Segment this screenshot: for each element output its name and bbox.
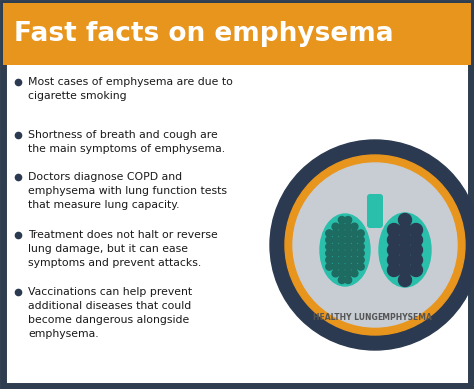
Circle shape	[338, 250, 346, 257]
Circle shape	[399, 273, 411, 287]
Circle shape	[326, 237, 333, 244]
Text: Fast facts on emphysema: Fast facts on emphysema	[14, 21, 393, 47]
Circle shape	[345, 270, 352, 277]
Text: Treatment does not halt or reverse
lung damage, but it can ease
symptoms and pre: Treatment does not halt or reverse lung …	[28, 230, 218, 268]
Circle shape	[399, 244, 411, 256]
Circle shape	[351, 263, 358, 270]
Text: Most cases of emphysema are due to
cigarette smoking: Most cases of emphysema are due to cigar…	[28, 77, 233, 101]
Circle shape	[399, 214, 411, 226]
Circle shape	[338, 230, 346, 237]
Circle shape	[410, 224, 422, 237]
Circle shape	[351, 223, 358, 230]
Circle shape	[410, 244, 422, 256]
Circle shape	[410, 233, 422, 247]
Circle shape	[332, 237, 339, 244]
Circle shape	[345, 263, 352, 270]
Circle shape	[332, 263, 339, 270]
Circle shape	[357, 256, 364, 263]
Circle shape	[332, 250, 339, 257]
Circle shape	[338, 217, 346, 224]
FancyBboxPatch shape	[3, 3, 471, 386]
Circle shape	[399, 233, 411, 247]
Circle shape	[345, 277, 352, 284]
Circle shape	[351, 243, 358, 250]
Circle shape	[357, 250, 364, 257]
Circle shape	[326, 250, 333, 257]
Circle shape	[351, 250, 358, 257]
Circle shape	[388, 244, 401, 256]
Circle shape	[345, 217, 352, 224]
Circle shape	[326, 243, 333, 250]
Circle shape	[345, 230, 352, 237]
Circle shape	[357, 230, 364, 237]
Circle shape	[351, 256, 358, 263]
Circle shape	[410, 263, 422, 277]
Circle shape	[332, 223, 339, 230]
Circle shape	[332, 243, 339, 250]
Circle shape	[285, 155, 465, 335]
Circle shape	[345, 243, 352, 250]
Circle shape	[388, 233, 401, 247]
Ellipse shape	[320, 214, 370, 286]
Circle shape	[345, 237, 352, 244]
Circle shape	[338, 237, 346, 244]
Circle shape	[326, 256, 333, 263]
Circle shape	[399, 254, 411, 266]
Text: HEALTHY LUNG: HEALTHY LUNG	[313, 313, 377, 322]
Circle shape	[399, 224, 411, 237]
Circle shape	[326, 230, 333, 237]
Circle shape	[338, 243, 346, 250]
Circle shape	[338, 256, 346, 263]
Circle shape	[357, 263, 364, 270]
Circle shape	[388, 224, 401, 237]
Circle shape	[332, 230, 339, 237]
Text: EMPHYSEMA: EMPHYSEMA	[378, 313, 432, 322]
Circle shape	[399, 263, 411, 277]
Circle shape	[332, 256, 339, 263]
Circle shape	[351, 270, 358, 277]
Circle shape	[332, 270, 339, 277]
Circle shape	[326, 263, 333, 270]
Text: Doctors diagnose COPD and
emphysema with lung function tests
that measure lung c: Doctors diagnose COPD and emphysema with…	[28, 172, 227, 210]
Circle shape	[351, 237, 358, 244]
Circle shape	[345, 223, 352, 230]
Circle shape	[351, 230, 358, 237]
Circle shape	[357, 237, 364, 244]
Ellipse shape	[379, 213, 431, 287]
Circle shape	[345, 250, 352, 257]
Circle shape	[338, 263, 346, 270]
FancyBboxPatch shape	[367, 194, 383, 228]
Circle shape	[293, 163, 457, 327]
Circle shape	[338, 270, 346, 277]
Circle shape	[357, 243, 364, 250]
Circle shape	[410, 254, 422, 266]
Text: Vaccinations can help prevent
additional diseases that could
become dangerous al: Vaccinations can help prevent additional…	[28, 287, 192, 339]
Circle shape	[338, 223, 346, 230]
Circle shape	[388, 263, 401, 277]
Circle shape	[388, 254, 401, 266]
Text: Shortness of breath and cough are
the main symptoms of emphysema.: Shortness of breath and cough are the ma…	[28, 130, 225, 154]
FancyBboxPatch shape	[3, 3, 471, 65]
Circle shape	[270, 140, 474, 350]
Circle shape	[345, 256, 352, 263]
Circle shape	[338, 277, 346, 284]
